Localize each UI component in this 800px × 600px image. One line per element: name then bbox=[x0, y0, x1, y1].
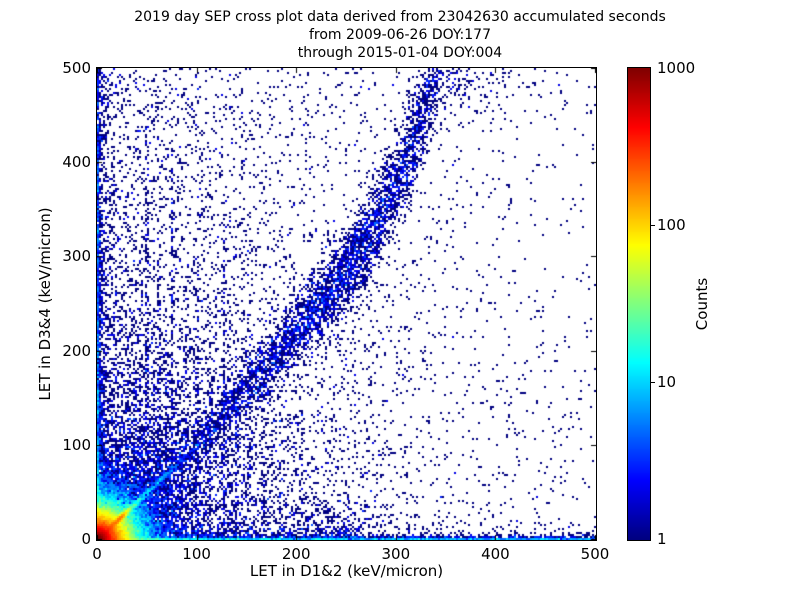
colorbar-tick-mark bbox=[651, 382, 655, 383]
chart-title-line3: through 2015-01-04 DOY:004 bbox=[297, 45, 503, 61]
scatter-canvas bbox=[97, 68, 596, 540]
y-tick-label: 0 bbox=[81, 530, 91, 548]
colorbar-label: Counts bbox=[693, 277, 711, 331]
colorbar-gradient-canvas bbox=[628, 68, 650, 540]
x-tick-label: 100 bbox=[182, 545, 211, 563]
x-tick-label: 400 bbox=[481, 545, 510, 563]
colorbar-tick-label: 1 bbox=[657, 530, 667, 548]
x-tick-label: 300 bbox=[381, 545, 411, 563]
colorbar-tick-mark bbox=[651, 225, 655, 226]
chart-title-line1: 2019 day SEP cross plot data derived fro… bbox=[134, 9, 666, 25]
x-axis-label: LET in D1&2 (keV/micron) bbox=[249, 562, 444, 580]
y-tick-label: 200 bbox=[62, 341, 91, 360]
y-tick-label: 500 bbox=[62, 59, 91, 77]
colorbar-tick-label: 10 bbox=[657, 373, 677, 391]
colorbar bbox=[627, 67, 651, 541]
y-tick-label: 100 bbox=[62, 435, 91, 454]
y-tick-label: 300 bbox=[62, 247, 91, 266]
x-tick-label: 0 bbox=[92, 545, 102, 563]
y-axis-label: LET in D3&4 (keV/micron) bbox=[36, 207, 54, 401]
y-tick-label: 400 bbox=[62, 153, 91, 172]
chart-title: 2019 day SEP cross plot data derived fro… bbox=[0, 8, 800, 62]
x-tick-label: 200 bbox=[281, 545, 311, 563]
colorbar-tick-label: 100 bbox=[657, 216, 686, 234]
plot-area bbox=[96, 67, 597, 541]
chart-title-line2: from 2009-06-26 DOY:177 bbox=[308, 27, 491, 43]
x-tick-label: 500 bbox=[580, 545, 610, 563]
colorbar-tick-label: 1000 bbox=[657, 59, 696, 77]
